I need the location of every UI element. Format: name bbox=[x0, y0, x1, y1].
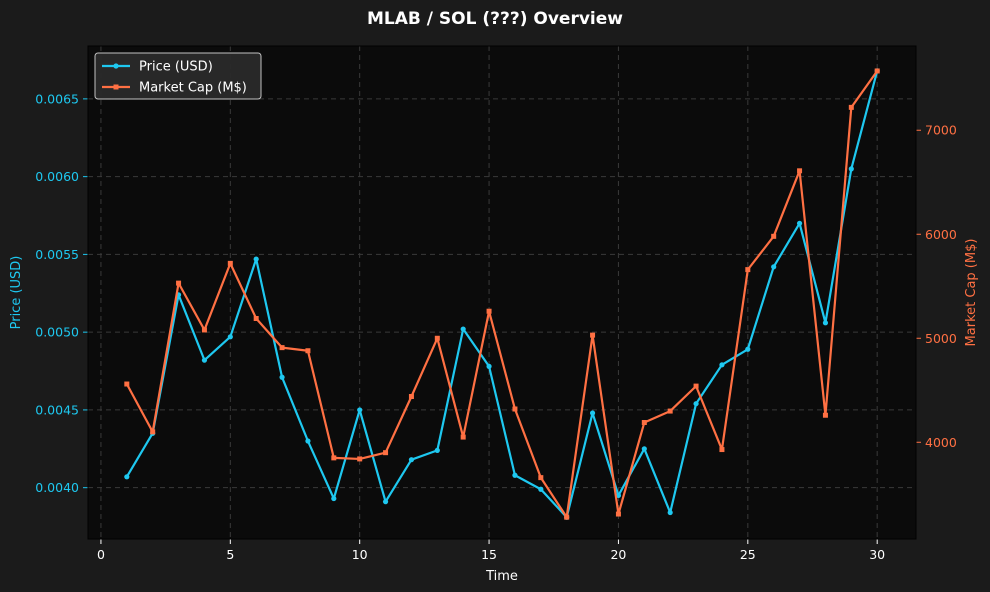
data-point bbox=[719, 362, 725, 368]
y-right-tick-label: 4000 bbox=[925, 435, 957, 450]
data-point bbox=[745, 346, 751, 352]
data-point bbox=[434, 335, 440, 341]
data-point bbox=[848, 104, 854, 110]
y-left-tick-label: 0.0040 bbox=[35, 480, 79, 495]
y-right-tick-label: 6000 bbox=[925, 227, 957, 242]
data-point bbox=[848, 166, 854, 172]
data-point bbox=[796, 220, 803, 226]
data-point bbox=[124, 474, 130, 480]
data-point bbox=[693, 401, 699, 407]
data-point bbox=[279, 345, 285, 351]
data-point bbox=[641, 446, 647, 452]
data-point bbox=[512, 406, 518, 412]
legend-item: Market Cap (M$) bbox=[102, 81, 247, 96]
data-point bbox=[253, 256, 259, 262]
data-point bbox=[615, 492, 622, 499]
y-right-tick-label: 7000 bbox=[925, 123, 957, 138]
y-left-tick-label: 0.0060 bbox=[35, 169, 79, 184]
series-market-cap bbox=[124, 68, 880, 520]
chart-title: MLAB / SOL (???) Overview bbox=[367, 9, 623, 29]
data-point bbox=[201, 327, 207, 333]
data-point bbox=[745, 267, 751, 273]
data-point bbox=[512, 472, 518, 478]
data-point bbox=[434, 447, 440, 453]
legend-label: Market Cap (M$) bbox=[139, 81, 247, 96]
x-axis-label: Time bbox=[485, 569, 518, 584]
series-layer bbox=[124, 68, 880, 520]
data-point bbox=[279, 374, 285, 380]
data-point bbox=[201, 357, 208, 363]
x-tick-label: 30 bbox=[869, 547, 885, 562]
legend-item: Price (USD) bbox=[102, 60, 213, 75]
legend-swatch-marker bbox=[113, 63, 119, 69]
x-tick-label: 20 bbox=[610, 547, 626, 562]
data-point bbox=[227, 260, 233, 266]
series-line bbox=[125, 70, 879, 519]
data-point bbox=[719, 447, 725, 453]
data-point bbox=[538, 475, 544, 481]
plot-area bbox=[88, 46, 916, 539]
legend-swatch-marker bbox=[113, 84, 119, 90]
data-point bbox=[227, 334, 233, 340]
data-point bbox=[460, 434, 466, 440]
data-point bbox=[538, 486, 544, 492]
x-tick-label: 15 bbox=[481, 547, 497, 562]
data-point bbox=[357, 456, 363, 462]
data-point bbox=[615, 511, 621, 517]
data-point bbox=[771, 233, 777, 239]
data-point bbox=[641, 420, 647, 426]
data-point bbox=[176, 280, 182, 286]
axes: 0 5 10 15 20 25 30 0.0040 0.0045 0.0050 0.0055 0.00… bbox=[35, 45, 957, 562]
data-point bbox=[486, 308, 492, 314]
data-point bbox=[564, 514, 570, 520]
y-axis-left-label: Price (USD) bbox=[9, 256, 24, 330]
data-point bbox=[383, 450, 389, 456]
y-left-tick-label: 0.0050 bbox=[35, 325, 79, 340]
grid-lines bbox=[88, 46, 916, 539]
data-point bbox=[305, 348, 311, 354]
data-point bbox=[797, 168, 803, 174]
data-point bbox=[822, 320, 829, 326]
y-left-tick-label: 0.0055 bbox=[35, 247, 79, 262]
x-tick-label: 5 bbox=[226, 547, 234, 562]
data-point bbox=[331, 455, 337, 461]
data-point bbox=[408, 394, 414, 400]
data-point bbox=[693, 383, 699, 389]
legend: Price (USD) Market Cap (M$) bbox=[94, 52, 262, 100]
plot-frame bbox=[87, 45, 917, 540]
data-point bbox=[822, 412, 828, 418]
data-point bbox=[357, 407, 363, 413]
legend-label: Price (USD) bbox=[139, 60, 213, 75]
data-point bbox=[305, 438, 311, 444]
y-axis-right-label: Market Cap (M$) bbox=[964, 239, 979, 347]
data-point bbox=[874, 68, 880, 74]
data-point bbox=[150, 429, 156, 435]
y-left-tick-label: 0.0045 bbox=[35, 402, 79, 417]
y-right-tick-label: 5000 bbox=[925, 331, 957, 346]
data-point bbox=[124, 381, 130, 387]
data-point bbox=[667, 509, 673, 516]
data-point bbox=[253, 316, 259, 322]
data-point bbox=[590, 332, 596, 338]
data-point bbox=[382, 499, 389, 505]
x-tick-label: 10 bbox=[352, 547, 368, 562]
data-point bbox=[331, 495, 337, 502]
data-point bbox=[408, 457, 415, 463]
x-tick-label: 25 bbox=[740, 547, 756, 562]
x-tick-label: 0 bbox=[97, 547, 105, 562]
series-line bbox=[125, 70, 879, 519]
y-left-tick-label: 0.0065 bbox=[35, 91, 79, 106]
data-point bbox=[589, 410, 596, 416]
data-point bbox=[771, 264, 777, 270]
legend-box bbox=[94, 52, 262, 100]
data-point bbox=[460, 326, 466, 332]
data-point bbox=[667, 408, 673, 414]
data-point bbox=[486, 363, 492, 369]
